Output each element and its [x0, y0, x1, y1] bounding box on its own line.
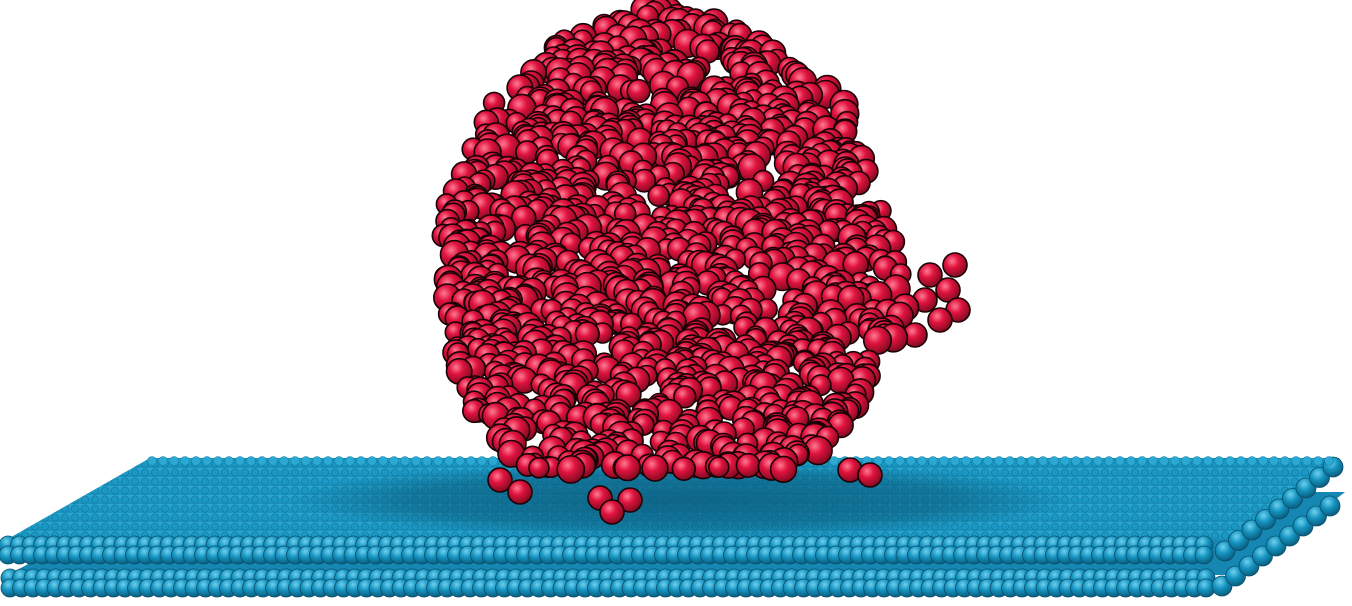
upper-layer-atom	[356, 456, 366, 466]
upper-layer-atom	[169, 456, 179, 466]
upper-layer-atom	[928, 456, 938, 466]
upper-layer-atom	[147, 456, 157, 466]
protein-atom	[671, 456, 696, 481]
upper-layer-atom	[389, 456, 399, 466]
upper-layer-atom	[1093, 456, 1103, 466]
upper-layer-atom	[180, 456, 190, 466]
protein-globule	[431, 0, 971, 525]
protein-atom	[707, 456, 730, 478]
upper-layer-atom	[1302, 456, 1312, 466]
upper-layer-atom	[422, 456, 432, 466]
upper-layer-atom	[1049, 456, 1059, 466]
lower-layer-atom	[1319, 495, 1341, 517]
protein-atom	[769, 455, 798, 483]
upper-layer-atom	[246, 456, 256, 466]
protein-atom	[857, 462, 883, 488]
upper-layer-atom	[191, 456, 201, 466]
upper-layer-atom	[466, 456, 476, 466]
upper-layer-atom	[884, 456, 894, 466]
upper-layer-atom	[1148, 456, 1158, 466]
upper-layer-atom	[895, 456, 905, 466]
protein-atom	[617, 487, 643, 513]
upper-layer-atom	[367, 456, 377, 466]
protein-atom	[528, 456, 550, 479]
protein-atom	[735, 452, 761, 478]
upper-layer-atom	[290, 456, 300, 466]
protein-atom	[507, 479, 533, 505]
upper-layer-atom	[312, 456, 322, 466]
upper-layer-atom	[1192, 456, 1202, 466]
upper-layer-atom	[1104, 456, 1114, 466]
upper-layer-atom	[1126, 456, 1136, 466]
upper-layer-atom	[1181, 456, 1191, 466]
upper-layer-atom	[323, 456, 333, 466]
upper-layer-atom	[1082, 456, 1092, 466]
upper-layer-atom	[1194, 545, 1214, 565]
upper-layer-atom	[477, 456, 487, 466]
upper-layer-atom	[488, 456, 498, 466]
upper-layer-atom	[994, 456, 1004, 466]
upper-layer-atom	[257, 456, 267, 466]
upper-layer-atom	[961, 456, 971, 466]
upper-layer-atom	[1214, 456, 1224, 466]
upper-layer-atom	[455, 456, 465, 466]
upper-layer-atom	[829, 456, 839, 466]
upper-layer-atom	[1280, 456, 1290, 466]
upper-layer-atom	[1324, 456, 1334, 466]
upper-layer-atom	[334, 456, 344, 466]
protein-atom	[556, 454, 586, 484]
upper-layer-atom	[950, 456, 960, 466]
upper-layer-atom	[1291, 456, 1301, 466]
upper-layer-atom	[972, 456, 982, 466]
upper-layer-atom	[917, 456, 927, 466]
upper-layer-atom	[268, 456, 278, 466]
upper-layer-atom	[1060, 456, 1070, 466]
protein-atom	[613, 454, 642, 482]
upper-layer-atom	[378, 456, 388, 466]
upper-layer-atom	[279, 456, 289, 466]
bilayer-sheet	[0, 456, 1345, 598]
upper-layer-atom	[1005, 456, 1015, 466]
upper-layer-atom	[1236, 456, 1246, 466]
upper-layer-atom	[213, 456, 223, 466]
upper-layer-atom	[1137, 456, 1147, 466]
upper-layer-atom	[301, 456, 311, 466]
protein-atom	[927, 307, 953, 333]
upper-layer-atom	[1027, 456, 1037, 466]
upper-layer-atom	[235, 456, 245, 466]
upper-layer-atom	[158, 456, 168, 466]
protein-atom	[917, 262, 943, 288]
protein-atom	[935, 277, 961, 303]
upper-layer-atom	[202, 456, 212, 466]
upper-layer-atom	[1269, 456, 1279, 466]
upper-layer-atom	[1258, 456, 1268, 466]
upper-layer-atom	[433, 456, 443, 466]
upper-layer-atom	[444, 456, 454, 466]
upper-layer-atom	[1071, 456, 1081, 466]
upper-layer-atom	[1247, 456, 1257, 466]
upper-layer-atom	[983, 456, 993, 466]
upper-layer-atom	[1115, 456, 1125, 466]
upper-layer-atom	[906, 456, 916, 466]
upper-layer-atom	[1038, 456, 1048, 466]
upper-layer-atom	[939, 456, 949, 466]
protein-atom	[641, 454, 669, 482]
protein-atom	[647, 184, 671, 207]
upper-layer-atom	[1159, 456, 1169, 466]
upper-layer-atom	[345, 456, 355, 466]
upper-layer-atom	[1313, 456, 1323, 466]
upper-layer-atom	[1016, 456, 1026, 466]
upper-layer-atom	[1225, 456, 1235, 466]
upper-layer-atom	[400, 456, 410, 466]
upper-layer-atom	[1170, 456, 1180, 466]
upper-layer-atom	[411, 456, 421, 466]
protein-atom	[626, 78, 651, 104]
protein-atom	[487, 467, 513, 493]
upper-layer-atom	[224, 456, 234, 466]
upper-layer-atom	[1203, 456, 1213, 466]
protein-atom	[673, 385, 697, 409]
protein-atom	[942, 252, 968, 278]
protein-atom	[599, 499, 625, 525]
